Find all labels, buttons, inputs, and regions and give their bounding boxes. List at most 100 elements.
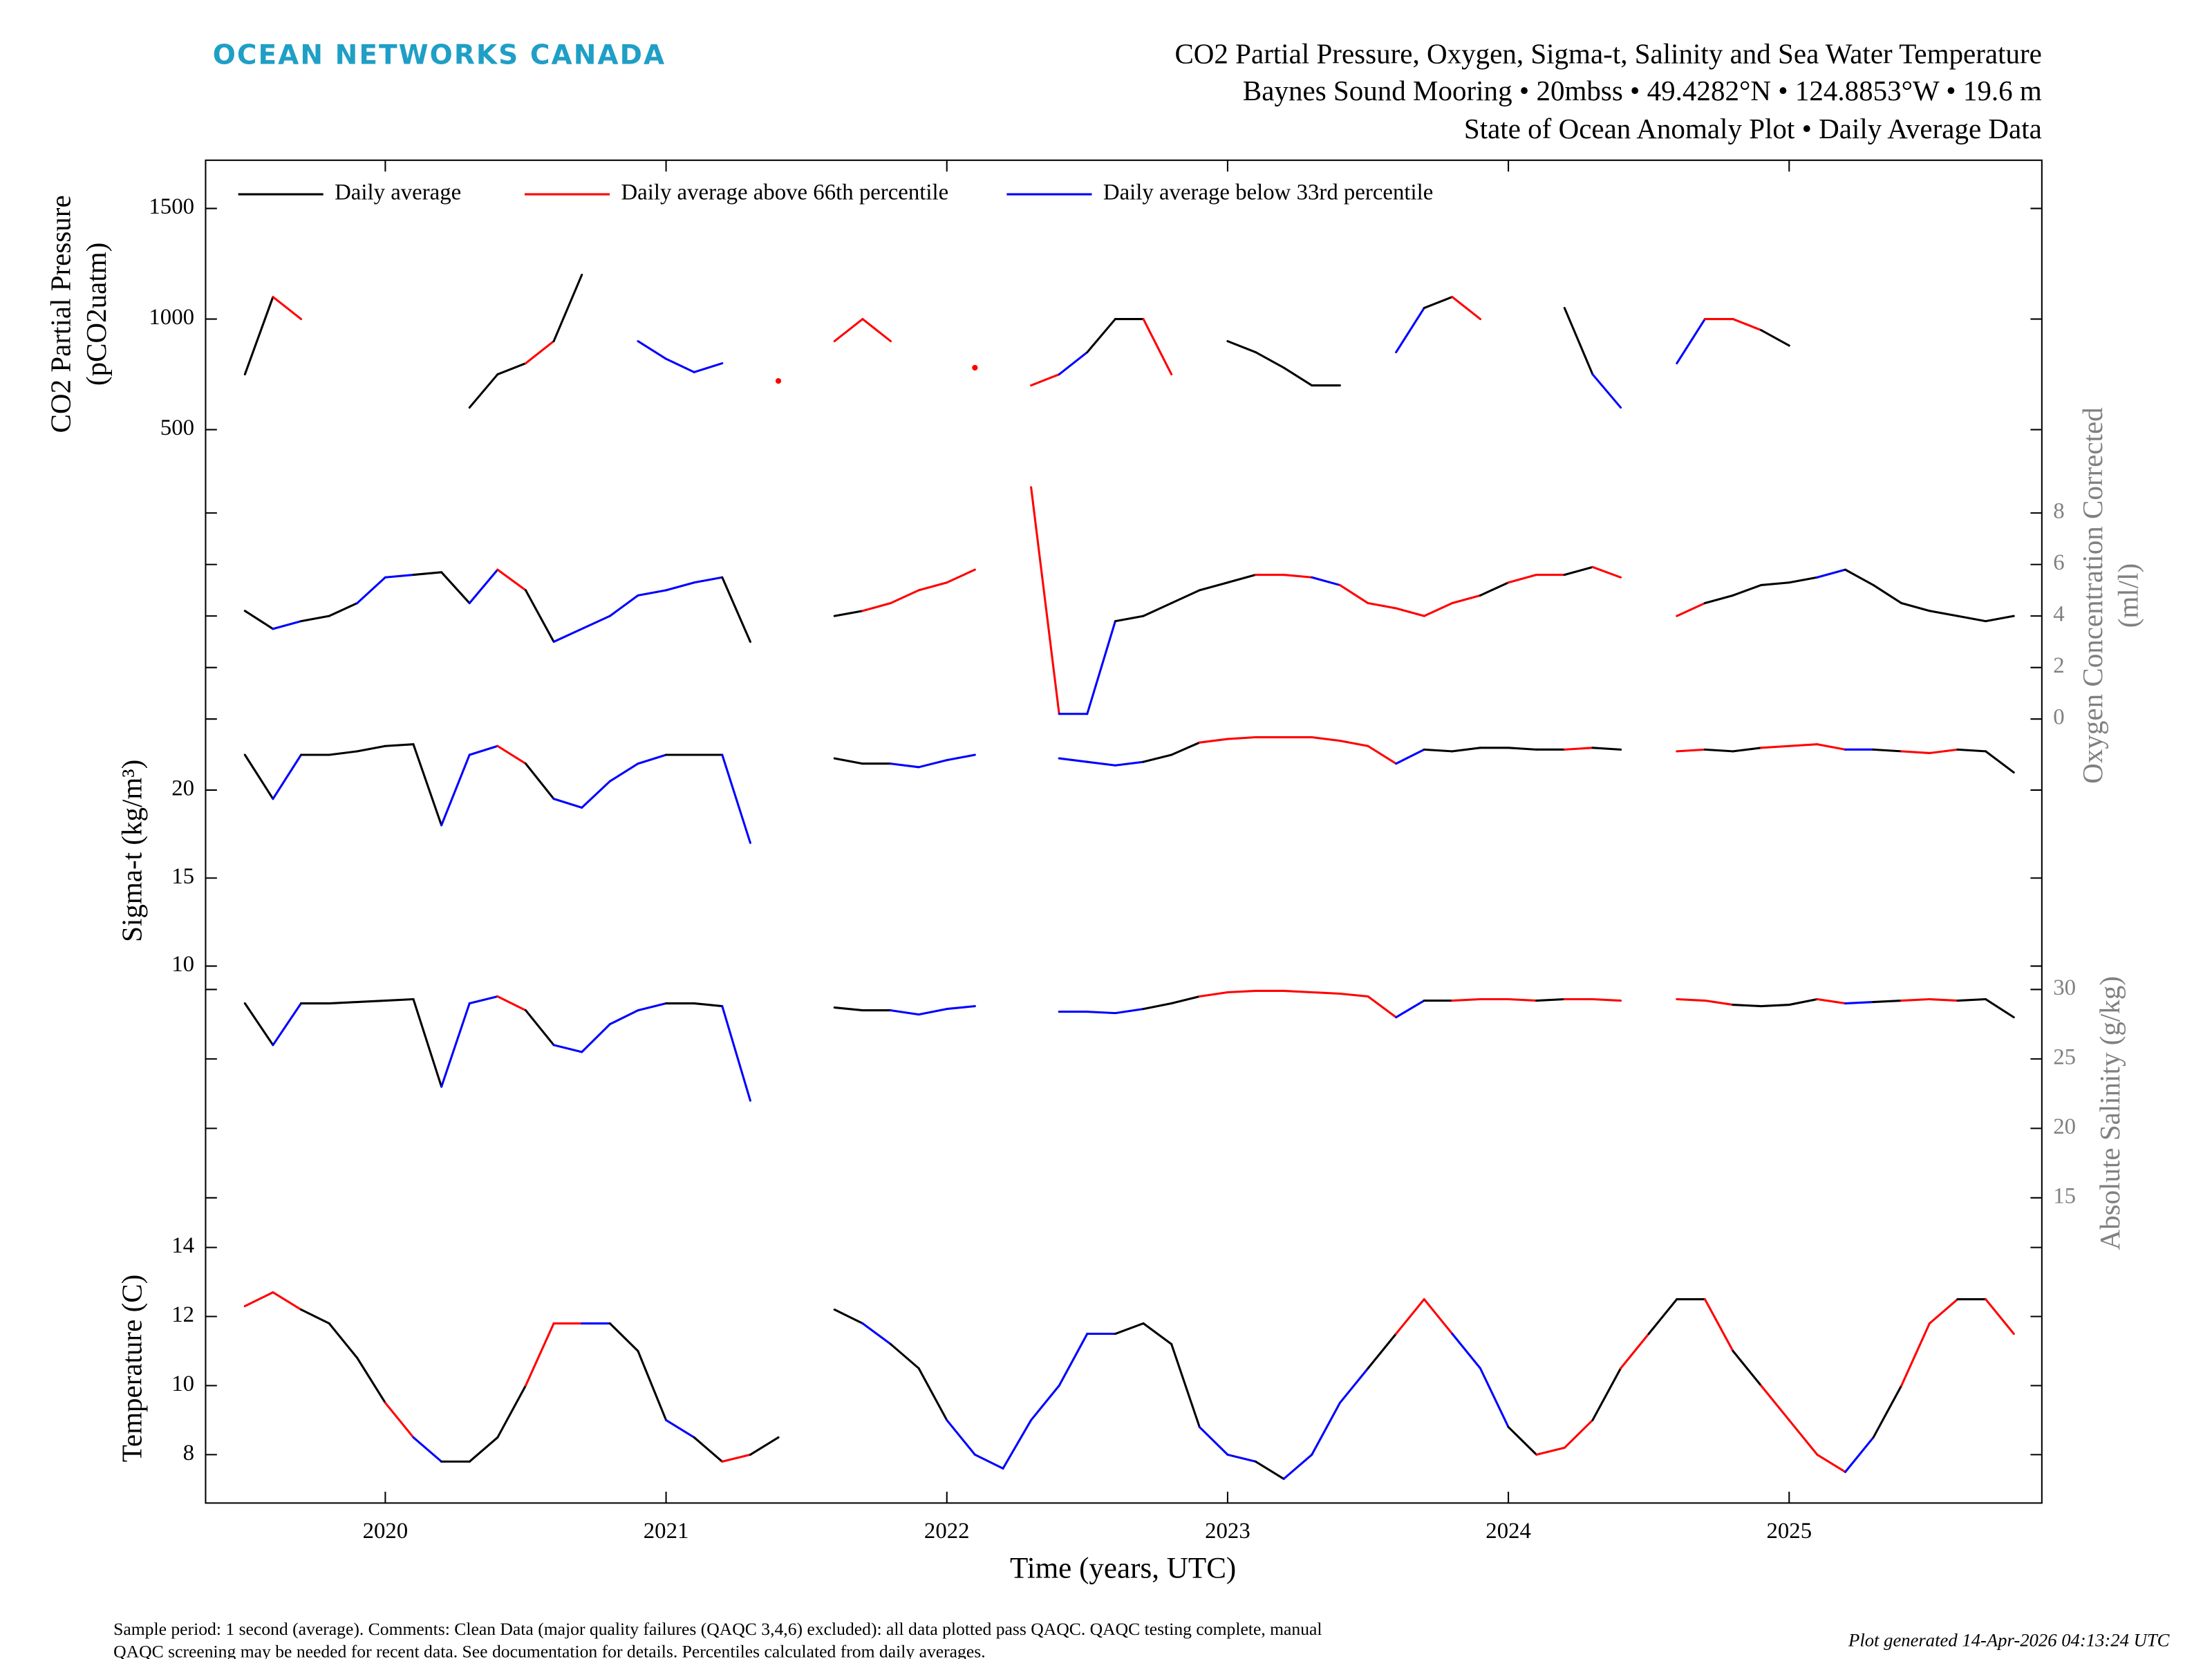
data-segment bbox=[637, 340, 668, 360]
data-segment bbox=[1282, 989, 1313, 994]
data-segment bbox=[608, 762, 639, 782]
data-segment bbox=[384, 1401, 415, 1438]
data-segment bbox=[1282, 366, 1313, 387]
subtitle: State of Ocean Anomaly Plot • Daily Aver… bbox=[1464, 113, 2042, 144]
data-segment bbox=[1423, 748, 1454, 753]
data-segment bbox=[889, 762, 920, 769]
data-segment bbox=[1142, 318, 1173, 376]
data-segment bbox=[1788, 997, 1819, 1006]
data-segment bbox=[552, 1044, 583, 1053]
data-segment bbox=[299, 1309, 330, 1325]
data-segment bbox=[468, 373, 499, 409]
data-segment bbox=[1114, 760, 1145, 767]
data-segment bbox=[1507, 574, 1538, 584]
data-segment bbox=[1985, 997, 2015, 1019]
data-segment bbox=[1451, 594, 1482, 605]
data-segment bbox=[468, 995, 499, 1005]
generated-stamp: Plot generated 14-Apr-2026 04:13:24 UTC bbox=[1848, 1630, 2171, 1651]
data-segment bbox=[1676, 601, 1706, 617]
data-segment bbox=[1956, 997, 1987, 1002]
data-segment bbox=[1788, 576, 1819, 584]
data-segment bbox=[1507, 747, 1538, 751]
data-segment bbox=[299, 615, 330, 623]
data-segment bbox=[496, 568, 527, 592]
data-segment bbox=[1732, 1349, 1763, 1387]
data-segment bbox=[917, 759, 948, 769]
data-segment bbox=[1900, 601, 1931, 612]
data-segment bbox=[693, 576, 724, 584]
data-segment bbox=[496, 1384, 527, 1438]
data-segment bbox=[1198, 1425, 1229, 1456]
data-segment bbox=[1142, 753, 1173, 763]
data-segment bbox=[1086, 620, 1116, 715]
data-segment bbox=[946, 1418, 976, 1456]
data-segment bbox=[1451, 296, 1482, 321]
data-segment bbox=[1928, 610, 1959, 617]
data-segment bbox=[1002, 1418, 1033, 1470]
data-segment bbox=[1367, 744, 1398, 765]
data-segment bbox=[1591, 747, 1622, 751]
data-segment bbox=[833, 1309, 864, 1325]
data-segment bbox=[384, 997, 415, 1002]
data-segment bbox=[1451, 747, 1482, 753]
data-segment bbox=[1367, 1332, 1398, 1370]
data-segment bbox=[1142, 1002, 1173, 1011]
data-segment bbox=[1703, 594, 1734, 605]
data-segment bbox=[1703, 999, 1734, 1006]
data-segment bbox=[1676, 997, 1706, 1002]
data-segment bbox=[1114, 615, 1145, 623]
y-tick-label: 15 bbox=[2053, 1183, 2076, 1208]
data-segment bbox=[1788, 1418, 1819, 1456]
data-segment bbox=[552, 628, 583, 643]
x-axis-title: Time (years, UTC) bbox=[1010, 1553, 1236, 1585]
y-tick-label: 20 bbox=[171, 776, 194, 800]
subtitle: Baynes Sound Mooring • 20mbss • 49.4282°… bbox=[1243, 75, 2042, 106]
data-segment bbox=[749, 1436, 780, 1456]
data-segment bbox=[1058, 1332, 1089, 1387]
x-tick-label: 2020 bbox=[363, 1519, 409, 1544]
data-segment bbox=[328, 1322, 359, 1360]
x-tick-label: 2023 bbox=[1205, 1519, 1250, 1544]
data-segment bbox=[1647, 1298, 1678, 1335]
data-segment bbox=[608, 594, 639, 617]
y-axis-title: Temperature (C) bbox=[115, 1275, 147, 1463]
data-segment bbox=[524, 589, 555, 643]
data-segment bbox=[1367, 601, 1398, 610]
title: CO2 Partial Pressure, Oxygen, Sigma-t, S… bbox=[1174, 37, 2041, 69]
data-segment bbox=[1170, 995, 1201, 1005]
data-segment bbox=[721, 753, 751, 844]
data-segment bbox=[1030, 1384, 1060, 1421]
data-segment bbox=[1423, 296, 1454, 310]
x-tick-label: 2022 bbox=[924, 1519, 970, 1544]
data-segment bbox=[946, 568, 976, 584]
data-segment bbox=[1760, 581, 1790, 586]
data-segment bbox=[861, 601, 892, 612]
data-segment bbox=[524, 1009, 555, 1047]
data-segment bbox=[1872, 748, 1903, 753]
data-segment bbox=[1338, 583, 1369, 605]
y-tick-label: 500 bbox=[160, 415, 194, 440]
data-segment bbox=[1985, 615, 2015, 623]
data-segment bbox=[1451, 997, 1482, 1002]
data-segment bbox=[1479, 581, 1510, 597]
data-segment bbox=[1282, 1453, 1313, 1480]
data-segment bbox=[1985, 750, 2015, 774]
data-segment bbox=[1676, 318, 1706, 365]
data-segment bbox=[1732, 747, 1763, 753]
data-segment bbox=[917, 581, 948, 592]
data-segment bbox=[1395, 607, 1425, 617]
data-segment bbox=[1956, 615, 1987, 623]
y-tick-label: 8 bbox=[183, 1441, 194, 1465]
data-segment bbox=[1760, 1004, 1790, 1008]
data-segment bbox=[243, 1291, 274, 1308]
data-segment bbox=[384, 574, 415, 579]
data-segment bbox=[1311, 1401, 1341, 1456]
data-segment bbox=[917, 1008, 948, 1016]
data-segment bbox=[1114, 1008, 1145, 1015]
data-segment bbox=[1255, 351, 1285, 369]
data-segment bbox=[1732, 1004, 1763, 1008]
data-segment bbox=[1535, 1446, 1566, 1456]
data-segment bbox=[608, 1322, 639, 1353]
